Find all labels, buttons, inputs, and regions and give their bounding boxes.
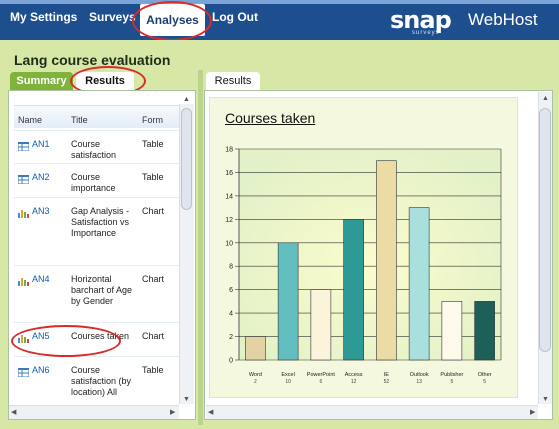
x-tick-count: 52 <box>384 379 390 385</box>
analysis-title: Courses taken <box>71 331 130 341</box>
column-header-title[interactable]: Title <box>71 115 88 125</box>
x-tick-label: Other <box>478 372 492 378</box>
chart-title: Courses taken <box>225 110 316 126</box>
list-item[interactable]: AN1 Course satisfaction Table <box>14 130 179 162</box>
column-header-form[interactable]: Form <box>142 115 163 125</box>
analysis-list: Name Title Form AN1 Course satisfaction … <box>14 105 179 407</box>
analysis-form: Table <box>142 365 164 375</box>
panel-splitter[interactable] <box>198 70 203 425</box>
left-vertical-scroll-thumb[interactable] <box>181 108 192 210</box>
y-tick-label: 2 <box>229 334 233 341</box>
bar <box>441 301 463 361</box>
bar-chart: 024681012141618Word2Excel10PowerPoint6Ac… <box>225 147 502 385</box>
x-tick-count: 5 <box>450 379 453 385</box>
list-item[interactable]: AN4 Horizontal barchart of Age by Gender… <box>14 265 179 321</box>
scroll-up-icon[interactable]: ▲ <box>542 95 549 102</box>
nav-log-out[interactable]: Log Out <box>212 10 258 24</box>
scroll-left-icon[interactable]: ◀ <box>11 409 17 416</box>
table-icon <box>18 368 29 377</box>
analysis-form: Chart <box>142 206 165 216</box>
y-tick-label: 4 <box>229 311 233 318</box>
nav-surveys[interactable]: Surveys <box>89 10 136 24</box>
bar <box>310 289 332 361</box>
analysis-title: Course satisfaction <box>71 139 117 160</box>
analysis-name[interactable]: AN4 <box>32 274 50 284</box>
y-tick-label: 18 <box>225 147 233 154</box>
bar-chart-icon <box>18 210 29 218</box>
analysis-form: Table <box>142 172 164 182</box>
analysis-name[interactable]: AN6 <box>32 365 50 375</box>
bar <box>277 242 299 361</box>
right-horizontal-scrollbar[interactable] <box>206 405 538 419</box>
left-horizontal-scrollbar[interactable] <box>9 405 179 419</box>
scroll-up-icon[interactable]: ▲ <box>183 96 190 103</box>
x-tick-count: 10 <box>285 379 291 385</box>
snap-logo-subtitle: surveys <box>412 30 440 36</box>
bar <box>474 301 495 361</box>
analysis-form: Table <box>142 139 164 149</box>
column-header-name[interactable]: Name <box>18 115 43 125</box>
y-tick-label: 10 <box>225 240 233 247</box>
bar <box>245 336 266 361</box>
y-tick-label: 14 <box>225 193 233 200</box>
y-tick-label: 16 <box>225 170 233 177</box>
x-tick-label: PowerPoint <box>307 372 336 378</box>
scroll-down-icon[interactable]: ▼ <box>183 396 190 403</box>
y-tick-label: 6 <box>229 287 233 294</box>
nav-analyses[interactable]: Analyses <box>140 4 205 36</box>
product-name: WebHost <box>468 10 538 29</box>
y-tick-label: 12 <box>225 217 233 224</box>
x-tick-label: IE <box>384 372 390 378</box>
tab-summary[interactable]: Summary <box>10 72 73 90</box>
y-tick-label: 0 <box>229 358 233 365</box>
tab-results-output[interactable]: Results <box>206 72 260 90</box>
list-item[interactable]: AN6 Course satisfaction (by location) Al… <box>14 356 179 407</box>
tab-results[interactable]: Results <box>76 72 134 90</box>
bar-chart-icon <box>18 335 29 343</box>
x-tick-count: 13 <box>416 379 422 385</box>
x-tick-count: 6 <box>319 379 322 385</box>
list-item[interactable]: AN2 Course importance Table <box>14 163 179 196</box>
survey-title: Lang course evaluation <box>14 52 171 68</box>
scroll-right-icon[interactable]: ▶ <box>530 409 536 416</box>
table-icon <box>18 175 29 184</box>
bar <box>408 207 430 361</box>
right-vertical-scroll-thumb[interactable] <box>539 108 551 352</box>
x-tick-count: 12 <box>351 379 357 385</box>
analysis-title: Course importance <box>71 172 116 193</box>
scroll-right-icon[interactable]: ▶ <box>170 409 176 416</box>
analysis-title: Gap Analysis - Satisfaction vs Importanc… <box>71 206 130 238</box>
top-nav-bar <box>0 0 559 40</box>
list-item[interactable]: AN5 Courses taken Chart <box>14 322 179 355</box>
analysis-form: Chart <box>142 331 165 341</box>
list-item[interactable]: AN3 Gap Analysis - Satisfaction vs Impor… <box>14 197 179 264</box>
x-tick-count: 2 <box>254 379 257 385</box>
analysis-list-panel: Name Title Form AN1 Course satisfaction … <box>8 90 196 420</box>
analysis-name[interactable]: AN3 <box>32 206 50 216</box>
x-tick-label: Publisher <box>440 372 463 378</box>
scroll-down-icon[interactable]: ▼ <box>542 396 549 403</box>
analysis-form: Chart <box>142 274 165 284</box>
scroll-left-icon[interactable]: ◀ <box>208 409 214 416</box>
table-icon <box>18 142 29 151</box>
x-tick-label: Access <box>345 372 363 378</box>
nav-my-settings[interactable]: My Settings <box>10 10 78 24</box>
analysis-name[interactable]: AN5 <box>32 331 50 341</box>
snap-logo: snap <box>390 6 452 34</box>
list-header: Name Title Form <box>14 106 179 128</box>
x-tick-label: Word <box>249 372 262 378</box>
analysis-name[interactable]: AN1 <box>32 139 50 149</box>
analysis-title: Course satisfaction (by location) All <box>71 365 132 397</box>
analysis-name[interactable]: AN2 <box>32 172 50 182</box>
x-tick-label: Outlook <box>410 372 429 378</box>
bar <box>343 219 364 361</box>
bar-chart-icon <box>18 278 29 286</box>
analysis-title: Horizontal barchart of Age by Gender <box>71 274 133 306</box>
bar <box>376 160 397 361</box>
x-tick-count: 5 <box>483 379 486 385</box>
x-tick-label: Excel <box>281 372 294 378</box>
y-tick-label: 8 <box>229 264 233 271</box>
